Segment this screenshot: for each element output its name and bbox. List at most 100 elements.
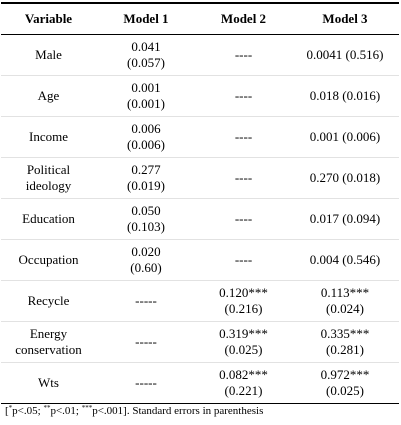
header-row: Variable Model 1 Model 2 Model 3 (1, 2, 399, 35)
cell-line-1: 0.041 (131, 39, 161, 54)
model-2-cell: 0.319*** (0.025) (196, 321, 291, 363)
model-2-cell: 0.120*** (0.216) (196, 280, 291, 322)
cell-line-1: ----- (135, 375, 157, 390)
note-star-3: *** (81, 404, 93, 412)
model-2-cell: ---- (196, 239, 291, 281)
note-star-2: ** (43, 404, 51, 412)
table-row: Energy conservation ----- 0.319*** (0.025) 0.… (1, 321, 399, 363)
table-row: Income 0.006 (0.006) ---- 0.001 (0.006) (1, 116, 399, 158)
cell-line-1: 0.335*** (320, 326, 370, 341)
cell-line-2: (0.025) (326, 383, 364, 398)
cell-line-1: 0.120*** (219, 285, 268, 300)
cell-line-1: Occupation (18, 252, 79, 267)
cell-line-1: Recycle (27, 293, 70, 308)
table-footnote: [*p<.05; **p<.01; ***p<.001]. Standard e… (5, 404, 263, 417)
note-bracket: [ (5, 405, 9, 417)
cell-line-1: Income (29, 129, 68, 144)
header-model-2: Model 2 (196, 2, 291, 35)
cell-line-2: (0.057) (127, 55, 165, 70)
cell-line-1: 0.001 (0.006) (309, 129, 381, 144)
variable-cell: Age (1, 75, 96, 117)
cell-line-1: 0.277 (131, 162, 161, 177)
model-2-cell: ---- (196, 75, 291, 117)
note-star-1: * (8, 404, 13, 412)
cell-line-2: (0.001) (127, 96, 165, 111)
cell-line-1: Energy (29, 326, 68, 341)
cell-line-1: Education (22, 211, 75, 226)
cell-line-1: 0.0041 (0.516) (306, 47, 384, 62)
table-body: Male 0.041 (0.057) ---- 0.0041 (0.516) Age 0.0… (1, 34, 399, 404)
model-1-cell: 0.277 (0.019) (96, 157, 196, 199)
cell-line-2: (0.216) (224, 301, 263, 316)
cell-line-2: (0.281) (326, 342, 364, 357)
model-2-cell: 0.082*** (0.221) (196, 362, 291, 404)
model-1-cell: ----- (96, 280, 196, 322)
model-3-cell: 0.972*** (0.025) (291, 362, 399, 404)
table-row: Occupation 0.020 (0.60) ---- 0.004 (0.546) (1, 239, 399, 281)
cell-line-1: 0.020 (131, 244, 161, 259)
note-text-1: p<.05; (12, 405, 44, 417)
cell-line-1: ---- (234, 211, 253, 226)
table-row: Wts ----- 0.082*** (0.221) 0.972*** (0.025) (1, 362, 399, 404)
table-row: Recycle ----- 0.120*** (0.216) 0.113*** (0.02… (1, 280, 399, 322)
regression-table: Variable Model 1 Model 2 Model 3 Male 0.0… (1, 2, 399, 404)
variable-cell: Income (1, 116, 96, 158)
cell-line-1: 0.270 (0.018) (309, 170, 381, 185)
cell-line-2: (0.019) (127, 178, 165, 193)
cell-line-1: Male (35, 47, 62, 62)
cell-line-2: conservation (15, 342, 82, 357)
variable-cell: Political ideology (1, 157, 96, 199)
cell-line-1: 0.001 (131, 80, 161, 95)
cell-line-1: ---- (234, 47, 253, 62)
cell-line-1: ---- (234, 170, 253, 185)
model-1-cell: 0.050 (0.103) (96, 198, 196, 240)
table-row: Political ideology 0.277 (0.019) ---- 0.270 (… (1, 157, 399, 199)
cell-line-1: Wts (38, 375, 59, 390)
cell-line-1: 0.082*** (219, 367, 268, 382)
cell-line-2: (0.024) (326, 301, 364, 316)
header-variable: Variable (1, 2, 96, 35)
variable-cell: Energy conservation (1, 321, 96, 363)
variable-cell: Occupation (1, 239, 96, 281)
variable-cell: Education (1, 198, 96, 240)
cell-line-2: (0.221) (224, 383, 263, 398)
variable-cell: Male (1, 34, 96, 76)
cell-line-1: 0.050 (131, 203, 161, 218)
header-model-3: Model 3 (291, 2, 399, 35)
model-3-cell: 0.270 (0.018) (291, 157, 399, 199)
cell-line-2: (0.60) (130, 260, 162, 275)
cell-line-1: ---- (234, 88, 253, 103)
variable-cell: Recycle (1, 280, 96, 322)
model-1-cell: ----- (96, 362, 196, 404)
cell-line-2: (0.025) (224, 342, 263, 357)
model-2-cell: ---- (196, 157, 291, 199)
table-row: Education 0.050 (0.103) ---- 0.017 (0.094) (1, 198, 399, 240)
model-3-cell: 0.335*** (0.281) (291, 321, 399, 363)
model-3-cell: 0.113*** (0.024) (291, 280, 399, 322)
cell-line-1: 0.004 (0.546) (309, 252, 381, 267)
cell-line-1: 0.018 (0.016) (309, 88, 381, 103)
cell-line-1: 0.319*** (219, 326, 268, 341)
cell-line-1: 0.006 (131, 121, 161, 136)
cell-line-1: 0.017 (0.094) (309, 211, 381, 226)
note-text-2: p<.01; (50, 405, 82, 417)
model-3-cell: 0.017 (0.094) (291, 198, 399, 240)
table-row: Male 0.041 (0.057) ---- 0.0041 (0.516) (1, 34, 399, 76)
model-1-cell: 0.006 (0.006) (96, 116, 196, 158)
cell-line-1: 0.113*** (320, 285, 370, 300)
model-1-cell: ----- (96, 321, 196, 363)
model-2-cell: ---- (196, 198, 291, 240)
model-3-cell: 0.001 (0.006) (291, 116, 399, 158)
model-2-cell: ---- (196, 34, 291, 76)
cell-line-2: (0.006) (127, 137, 165, 152)
cell-line-2: (0.103) (127, 219, 165, 234)
variable-cell: Wts (1, 362, 96, 404)
cell-line-2: ideology (25, 178, 72, 193)
model-1-cell: 0.041 (0.057) (96, 34, 196, 76)
cell-line-1: Age (37, 88, 60, 103)
model-2-cell: ---- (196, 116, 291, 158)
cell-line-1: ----- (135, 293, 157, 308)
cell-line-1: 0.972*** (320, 367, 370, 382)
model-1-cell: 0.001 (0.001) (96, 75, 196, 117)
